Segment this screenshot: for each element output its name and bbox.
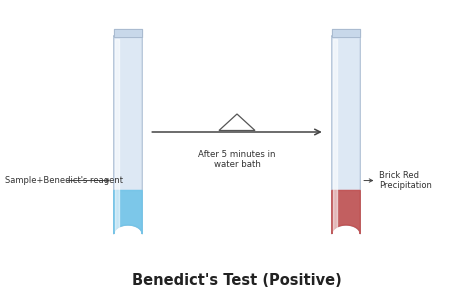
Text: Sample+Benedict's reagent: Sample+Benedict's reagent xyxy=(5,176,123,185)
Polygon shape xyxy=(332,190,360,234)
Polygon shape xyxy=(114,36,142,234)
Polygon shape xyxy=(114,190,142,234)
Text: Brick Red
Precipitation: Brick Red Precipitation xyxy=(364,171,432,190)
Text: After 5 minutes in
water bath: After 5 minutes in water bath xyxy=(198,150,276,170)
Text: Benedict's Test (Positive): Benedict's Test (Positive) xyxy=(132,273,342,288)
Polygon shape xyxy=(332,36,360,234)
